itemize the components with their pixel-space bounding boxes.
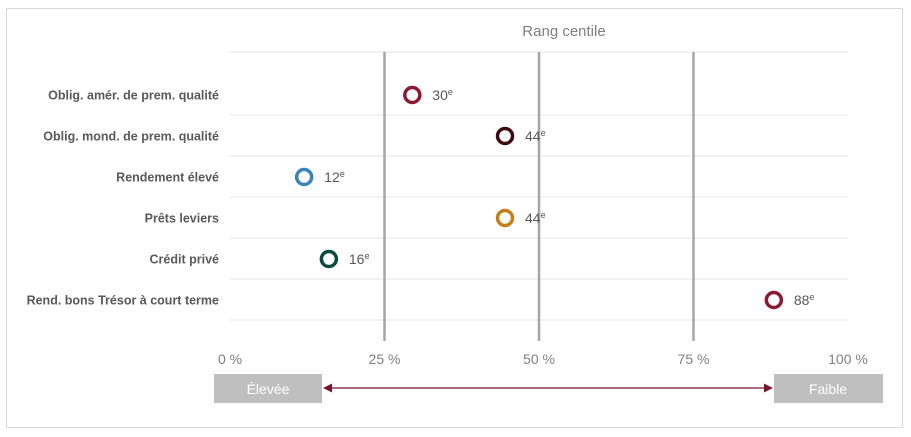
x-tick-label: 25 %: [369, 351, 401, 367]
data-point: [764, 290, 784, 310]
scale-arrow-right-head: [764, 383, 773, 393]
data-point: [294, 167, 314, 187]
category-labels: Oblig. amér. de prem. qualité Oblig. mond…: [27, 89, 219, 308]
x-tick-label: 0 %: [218, 351, 242, 367]
data-label: 30e: [432, 87, 453, 103]
x-tick-label: 75 %: [678, 351, 710, 367]
data-label: 44e: [525, 210, 546, 226]
x-tick-label: 100 %: [828, 351, 868, 367]
scale-indicator: Élevée Faible: [214, 374, 883, 403]
data-point: [319, 249, 339, 269]
data-label: 88e: [794, 292, 815, 308]
x-tick-label: 50 %: [523, 351, 555, 367]
category-label: Prêts leviers: [145, 212, 219, 226]
category-label: Crédit privé: [150, 253, 220, 267]
chart-title: Rang centile: [522, 23, 605, 40]
category-label: Rend. bons Trésor à court terme: [27, 294, 219, 308]
data-point: [495, 126, 515, 146]
data-points: 30e 44e 12e 44e 16e 88e: [294, 85, 815, 310]
data-point: [403, 85, 422, 105]
scale-high-label: Faible: [809, 381, 847, 397]
data-label: 12e: [324, 169, 345, 185]
scale-high-box: [774, 374, 883, 403]
scale-arrow-left-head: [323, 383, 332, 393]
scale-low-label: Élevée: [247, 381, 290, 397]
reference-lines: [383, 52, 695, 341]
category-label: Oblig. amér. de prem. qualité: [48, 89, 219, 103]
data-label: 44e: [525, 128, 546, 144]
data-point: [495, 208, 515, 228]
category-label: Oblig. mond. de prem. qualité: [43, 130, 219, 144]
category-label: Rendement élevé: [116, 171, 219, 185]
x-tick-labels: 0 % 25 % 50 % 75 % 100 %: [218, 351, 868, 367]
data-label: 16e: [349, 251, 370, 267]
scale-low-box: [214, 374, 322, 403]
chart-frame: [6, 8, 903, 428]
